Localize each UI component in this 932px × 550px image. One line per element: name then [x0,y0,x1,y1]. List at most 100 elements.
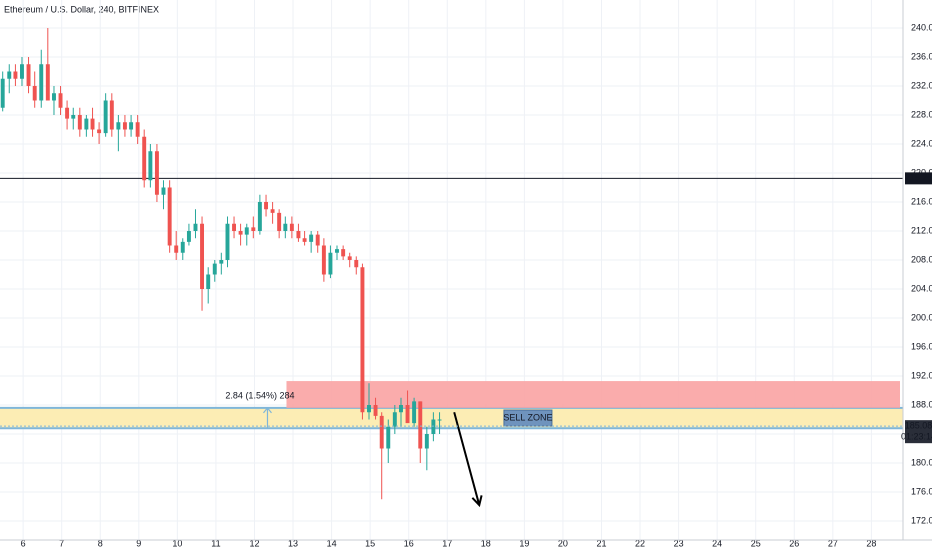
y-tick-label: 180.00 [911,457,932,467]
y-tick-label: 208.00 [911,254,932,264]
x-tick-label: 15 [365,538,375,548]
measure-text: 2.84 (1.54%) 284 [225,390,294,400]
candle-body [225,223,230,260]
candle-body [212,263,217,275]
x-tick-label: 12 [249,538,259,548]
candle-body [0,78,5,108]
candle-body [13,71,18,79]
x-tick-label: 18 [481,538,491,548]
candle-body [354,259,359,268]
candle-body [257,201,262,231]
x-tick-label: 21 [596,538,606,548]
y-tick-label: 188.00 [911,399,932,409]
candle-body [232,223,237,231]
candle-body [405,405,410,424]
sell-zone-box [503,409,553,427]
hline-label: 219.26 [905,173,932,183]
x-tick-label: 19 [519,538,529,548]
candle-body [65,107,70,119]
y-tick-label: 172.00 [911,515,932,525]
x-tick-label: 8 [98,538,103,548]
x-tick-label: 20 [558,538,568,548]
hline-label-bg [905,172,932,185]
candle-body [174,245,179,253]
candle-body [180,241,185,253]
candle-body [431,419,436,435]
x-tick-label: 22 [635,538,645,548]
x-tick-label: 13 [288,538,298,548]
x-tick-label: 9 [136,538,141,548]
candle-body [52,93,56,101]
y-tick-label: 224.00 [911,138,932,148]
candle-body [77,114,82,130]
candle-body [97,129,102,134]
x-tick-label: 7 [59,538,64,548]
x-tick-label: 25 [751,538,761,548]
candle-body [270,209,275,213]
candle-body [200,223,205,289]
candle-body [277,212,282,231]
candle-body [20,64,24,79]
y-tick-label: 204.00 [911,283,932,293]
candle-body [264,201,269,210]
y-tick-label: 216.00 [911,196,932,206]
candle-body [71,114,76,119]
candle-body [321,245,326,275]
candle-body [122,122,127,130]
y-tick-label: 232.00 [911,80,932,90]
candle-body [244,227,249,235]
x-tick-label: 27 [828,538,838,548]
candle-body [7,71,12,79]
y-tick-label: 192.00 [911,370,932,380]
measure-arrow [263,406,272,429]
y-tick-label: 236.00 [911,51,932,61]
x-tick-label: 11 [211,538,220,548]
candle-body [142,136,147,181]
candle-body [341,249,346,257]
y-tick-label: 200.00 [911,312,932,322]
candle-body [219,259,224,264]
yellow-zone [0,407,903,429]
x-tick-label: 10 [172,538,182,548]
candle-body [412,401,417,424]
candle-body [129,122,134,130]
candle-body [84,118,89,130]
candle-body [437,419,442,421]
candle-body [58,93,63,108]
x-tick-label: 17 [442,538,452,548]
candle-body [109,100,114,130]
candle-body [39,64,44,101]
y-tick-label: 212.00 [911,225,932,235]
candle-body [193,223,198,231]
candle-body [238,230,243,235]
x-tick-label: 14 [327,538,337,548]
candle-body [32,85,37,101]
countdown: 01:23:14 [901,432,932,442]
x-tick-label: 28 [866,538,876,548]
candle-body [399,405,403,413]
sell-zone-text: SELL ZONE [503,412,552,422]
arrow [453,411,483,508]
candle-body [367,405,371,413]
y-tick-label: 240.00 [911,22,932,32]
y-tick-label: 176.00 [911,486,932,496]
candle-body [296,230,301,239]
candle-body [347,256,352,260]
candle-body [154,151,159,195]
candle-body [103,100,108,134]
candle-body [206,274,211,289]
candle-body [379,415,384,449]
candle-body [315,234,320,246]
y-tick-label: 228.00 [911,109,932,119]
x-tick-label: 6 [21,538,26,548]
candle-body [251,227,256,231]
candle-body [148,151,153,181]
candle-body [328,252,333,275]
candle-body [335,249,339,253]
candle-body [116,122,121,130]
candle-body [392,412,397,427]
last-price-bg [905,420,932,444]
candle-body [45,64,50,101]
candle-body [386,426,391,449]
